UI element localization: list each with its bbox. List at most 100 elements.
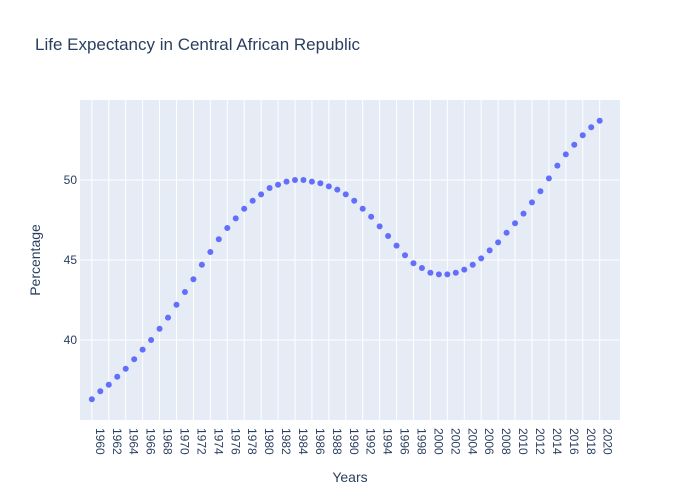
x-tick-label: 2020 [601, 428, 615, 455]
data-point[interactable] [114, 373, 121, 380]
x-tick-label: 1988 [330, 428, 344, 455]
data-point[interactable] [385, 233, 392, 239]
data-point[interactable] [571, 141, 578, 148]
x-tick-label: 1960 [93, 428, 107, 455]
x-tick-label: 2002 [448, 428, 462, 455]
data-point[interactable] [198, 261, 205, 268]
data-point[interactable] [139, 346, 146, 353]
x-tick-label: 1994 [381, 428, 395, 455]
data-point[interactable] [283, 178, 290, 185]
x-tick-label: 2018 [584, 428, 598, 455]
x-tick-label: 2006 [482, 428, 496, 455]
x-tick-labels: 1960 1962 1964 1966 1968 1970 1972 1974 1976 1978… [93, 428, 615, 455]
x-tick-label: 1982 [279, 428, 293, 455]
y-axis-title: Percentage [27, 224, 43, 296]
x-tick-label: 1972 [194, 428, 208, 455]
data-point[interactable] [478, 255, 485, 262]
data-point[interactable] [554, 162, 561, 169]
data-point[interactable] [156, 325, 163, 332]
data-point[interactable] [418, 265, 425, 271]
data-point[interactable] [351, 197, 358, 204]
data-point[interactable] [427, 269, 434, 276]
x-tick-label: 1966 [144, 428, 158, 455]
data-point[interactable] [275, 181, 282, 188]
data-points [88, 117, 603, 403]
data-point[interactable] [224, 225, 231, 231]
x-tick-label: 2010 [516, 428, 530, 455]
data-point[interactable] [258, 191, 265, 198]
data-point[interactable] [402, 252, 409, 259]
data-point[interactable] [105, 381, 112, 388]
data-point[interactable] [325, 183, 332, 190]
data-point[interactable] [207, 249, 214, 255]
x-tick-label: 2014 [550, 428, 564, 455]
data-point[interactable] [512, 220, 519, 227]
data-point[interactable] [181, 289, 188, 295]
data-point[interactable] [190, 276, 197, 283]
x-tick-label: 2000 [431, 428, 445, 455]
x-tick-label: 1968 [161, 428, 175, 455]
data-point[interactable] [165, 314, 172, 321]
x-tick-label: 1964 [127, 428, 141, 455]
x-tick-label: 1986 [313, 428, 327, 455]
data-point[interactable] [241, 205, 248, 212]
x-tick-label: 1962 [110, 428, 124, 455]
data-point[interactable] [308, 178, 315, 185]
x-tick-label: 2016 [567, 428, 581, 455]
data-point[interactable] [393, 242, 400, 249]
data-point[interactable] [486, 247, 493, 254]
data-point[interactable] [122, 365, 129, 372]
x-tick-label: 1980 [262, 428, 276, 455]
data-point[interactable] [317, 180, 324, 187]
data-point[interactable] [249, 197, 256, 204]
data-point[interactable] [520, 210, 527, 217]
data-point[interactable] [495, 239, 502, 246]
y-tick-label: 45 [64, 253, 78, 267]
data-point[interactable] [435, 271, 442, 278]
x-tick-label: 1984 [296, 428, 310, 455]
gridlines [80, 100, 620, 420]
data-point[interactable] [469, 261, 476, 268]
data-point[interactable] [88, 396, 95, 403]
data-point[interactable] [215, 236, 222, 243]
data-point[interactable] [232, 215, 239, 222]
data-point[interactable] [444, 271, 451, 278]
data-point[interactable] [588, 124, 595, 131]
data-point[interactable] [173, 301, 180, 308]
x-tick-label: 1998 [414, 428, 428, 455]
data-point[interactable] [266, 185, 273, 191]
data-point[interactable] [148, 337, 155, 343]
data-point[interactable] [291, 177, 298, 183]
x-tick-label: 2012 [533, 428, 547, 455]
data-point[interactable] [376, 223, 383, 230]
data-point[interactable] [131, 356, 138, 363]
data-point[interactable] [410, 260, 417, 267]
x-tick-label: 1992 [364, 428, 378, 455]
data-point[interactable] [503, 229, 510, 236]
chart-title: Life Expectancy in Central African Repub… [35, 35, 361, 54]
x-axis-title: Years [332, 469, 367, 485]
data-point[interactable] [545, 175, 552, 182]
data-point[interactable] [342, 191, 349, 198]
data-point[interactable] [461, 266, 468, 273]
data-point[interactable] [528, 199, 535, 206]
data-point[interactable] [596, 117, 603, 124]
x-tick-label: 2004 [465, 428, 479, 455]
data-point[interactable] [452, 269, 459, 276]
data-point[interactable] [562, 151, 569, 158]
data-point[interactable] [537, 188, 544, 195]
y-tick-label: 50 [64, 173, 78, 187]
x-tick-label: 1978 [245, 428, 259, 455]
data-point[interactable] [97, 388, 104, 395]
x-tick-label: 1990 [347, 428, 361, 455]
data-point[interactable] [359, 205, 366, 212]
data-point[interactable] [300, 177, 307, 183]
x-tick-label: 1974 [211, 428, 225, 455]
x-tick-label: 1996 [398, 428, 412, 455]
data-point[interactable] [334, 186, 341, 193]
data-point[interactable] [579, 132, 586, 139]
data-point[interactable] [368, 213, 375, 220]
x-tick-label: 2008 [499, 428, 513, 455]
y-tick-labels: 40 45 50 [64, 173, 78, 347]
